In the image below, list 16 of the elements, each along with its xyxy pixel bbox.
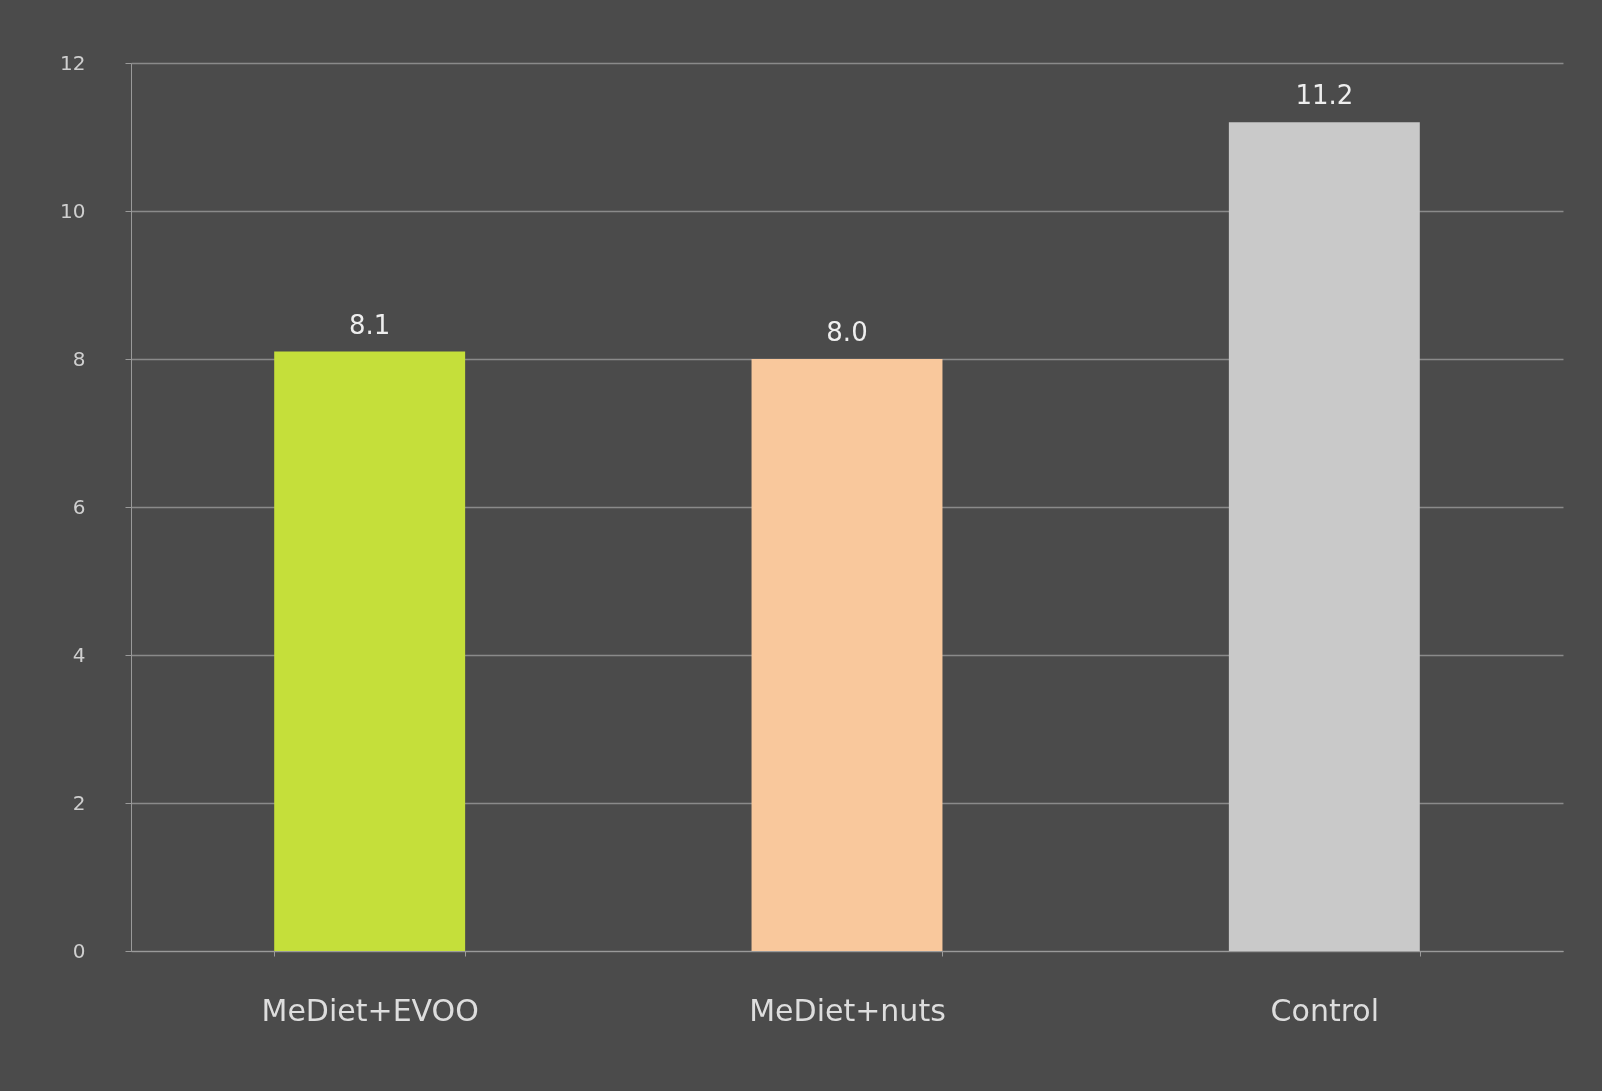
data-label: 8.1 [348,309,391,340]
data-label: 8.0 [826,317,868,347]
y-tick-label: 6 [72,494,86,519]
y-tick-label: 8 [72,346,86,371]
y-tick-label: 2 [72,790,86,815]
y-tick-label: 12 [60,50,86,75]
x-tick-label: MeDiet+EVOO [261,992,479,1028]
x-tick-label: Control [1270,992,1380,1028]
x-tick-label: MeDiet+nuts [749,992,946,1028]
bar [751,359,943,951]
y-tick-label: 10 [60,198,86,223]
y-tick-label: 4 [72,642,86,667]
y-tick-label: 0 [72,938,86,963]
bar [274,351,466,951]
bar [1228,122,1420,951]
data-label: 11.2 [1295,80,1354,111]
